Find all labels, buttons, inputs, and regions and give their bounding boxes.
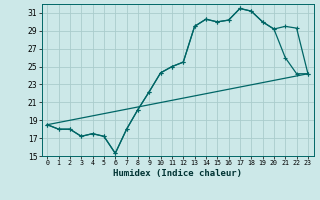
X-axis label: Humidex (Indice chaleur): Humidex (Indice chaleur) [113,169,242,178]
